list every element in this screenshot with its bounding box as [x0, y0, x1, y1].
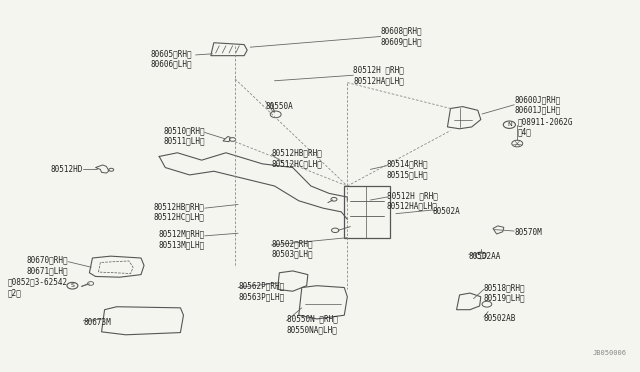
- Text: 80550A: 80550A: [266, 102, 293, 111]
- Text: 80502A: 80502A: [432, 207, 460, 217]
- Text: 80562P〈RH〉
80563P〈LH〉: 80562P〈RH〉 80563P〈LH〉: [238, 282, 284, 301]
- Text: 80512HD: 80512HD: [51, 165, 83, 174]
- Text: 80608〈RH〉
80609〈LH〉: 80608〈RH〉 80609〈LH〉: [381, 27, 422, 46]
- Text: 80502AA: 80502AA: [468, 251, 501, 261]
- Text: S: S: [70, 283, 74, 288]
- Text: N: N: [507, 122, 512, 127]
- Text: 80512H 〈RH〉
80512HA〈LH〉: 80512H 〈RH〉 80512HA〈LH〉: [353, 65, 404, 85]
- Text: 80600J〈RH〉
80601J〈LH〉: 80600J〈RH〉 80601J〈LH〉: [514, 95, 561, 115]
- Text: 80514〈RH〉
80515〈LH〉: 80514〈RH〉 80515〈LH〉: [387, 160, 428, 179]
- Text: 80502AB: 80502AB: [484, 314, 516, 323]
- Text: 80512H 〈RH〉
80512HA〈LH〉: 80512H 〈RH〉 80512HA〈LH〉: [387, 191, 438, 211]
- Text: 80512M〈RH〉
80513M〈LH〉: 80512M〈RH〉 80513M〈LH〉: [159, 230, 205, 249]
- Text: 80510〈RH〉
80511〈LH〉: 80510〈RH〉 80511〈LH〉: [163, 126, 205, 146]
- Text: 80605〈RH〉
80606〈LH〉: 80605〈RH〉 80606〈LH〉: [151, 49, 193, 68]
- Text: 80670〈RH〉
80671〈LH〉: 80670〈RH〉 80671〈LH〉: [26, 256, 68, 275]
- Text: 80570M: 80570M: [514, 228, 542, 237]
- Text: 80518〈RH〉
80519〈LH〉: 80518〈RH〉 80519〈LH〉: [484, 283, 525, 303]
- Text: JB050006: JB050006: [593, 350, 627, 356]
- Text: 80673M: 80673M: [83, 318, 111, 327]
- Text: 80502〈RH〉
80503〈LH〉: 80502〈RH〉 80503〈LH〉: [271, 239, 313, 259]
- Text: 80512HB〈RH〉
80512HC〈LH〉: 80512HB〈RH〉 80512HC〈LH〉: [271, 148, 323, 168]
- Text: 80550N 〈RH〉
80550NA〈LH〉: 80550N 〈RH〉 80550NA〈LH〉: [287, 315, 337, 334]
- Text: ⓝ08911-2062G
〈4〉: ⓝ08911-2062G 〈4〉: [517, 117, 573, 137]
- Text: ␤0852⁢3-62542
〈2〉: ␤0852⁢3-62542 〈2〉: [8, 278, 68, 297]
- Text: 80512HB〈RH〉
80512HC〈LH〉: 80512HB〈RH〉 80512HC〈LH〉: [154, 202, 205, 222]
